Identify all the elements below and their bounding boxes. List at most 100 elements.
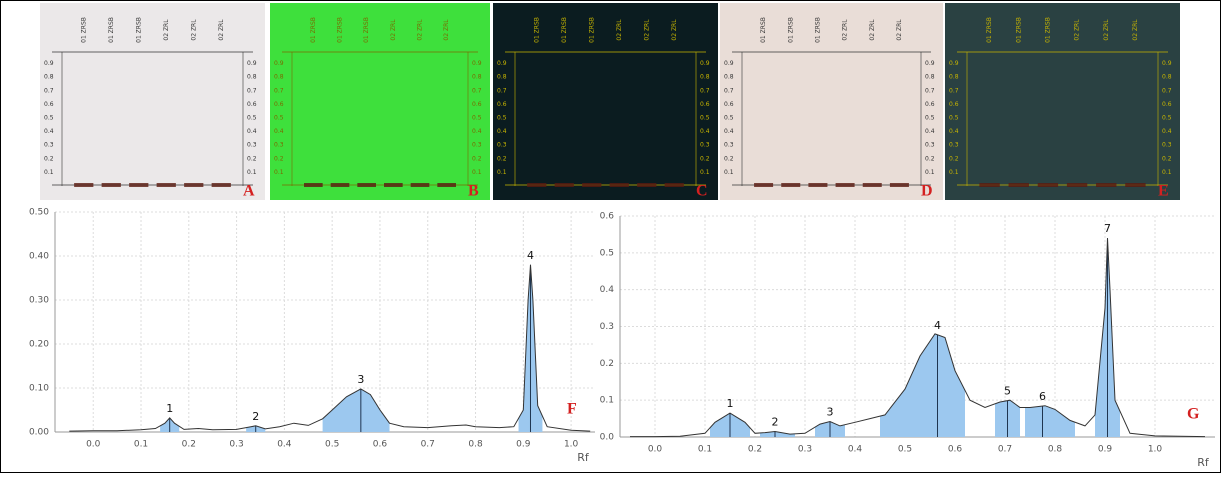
- y-tick-label: 0.4: [600, 285, 615, 295]
- rf-tick-label: 0.8: [44, 74, 54, 81]
- rf-tick-label: 0.4: [700, 128, 710, 135]
- rf-tick-label: 0.6: [274, 101, 284, 108]
- rf-tick-label: 0.3: [472, 142, 482, 149]
- rf-tick-label: 0.5: [44, 115, 54, 122]
- rf-tick-label: 0.7: [472, 87, 482, 94]
- rf-tick-label: 0.6: [949, 101, 959, 108]
- plate: 01 ZRSB 01 ZRSB 01 ZRSB 02 ZRL 02 ZRL 02 ZRL 0…: [493, 3, 718, 200]
- density-line: [630, 238, 1206, 438]
- origin-spot: [410, 183, 430, 187]
- lane-label: 02 ZRL: [842, 19, 849, 41]
- y-tick-label: 0.0: [600, 433, 615, 443]
- origin-spot: [1125, 183, 1146, 187]
- origin-spot: [582, 183, 602, 187]
- lane-label: 01 ZRSB: [561, 17, 568, 43]
- peak-area: [880, 333, 965, 437]
- x-tick-label: 0.5: [898, 445, 912, 455]
- plate-background: [720, 3, 943, 200]
- x-tick-label: 0.1: [134, 440, 148, 450]
- origin-spot: [979, 183, 1000, 187]
- plate-background: [945, 3, 1180, 200]
- origin-spot: [384, 183, 403, 187]
- lane-label: 01 ZRSB: [310, 17, 317, 43]
- x-tick-label: 0.7: [421, 440, 435, 450]
- panel-letter: E: [1158, 183, 1169, 200]
- rf-tick-label: 0.3: [724, 142, 734, 149]
- rf-tick-label: 0.2: [724, 155, 734, 162]
- origin-spot: [1008, 183, 1029, 187]
- peak-area: [1025, 405, 1075, 437]
- lane-label: 02 ZRL: [190, 19, 197, 41]
- plate: 01 ZRSB 01 ZRSB 01 ZRSB 02 ZRL 02 ZRL 02 ZRL 0…: [270, 3, 490, 200]
- rf-tick-label: 0.9: [44, 60, 54, 67]
- origin-spot: [437, 183, 456, 187]
- x-tick-label: 0.8: [1048, 445, 1063, 455]
- lane-label: 02 ZRL: [390, 19, 397, 41]
- rf-tick-label: 0.1: [274, 169, 284, 176]
- lane-label: 01 ZRSB: [80, 17, 87, 43]
- origin-spot: [862, 183, 882, 187]
- origin-spot: [1037, 183, 1059, 187]
- rf-tick-label: 0.8: [925, 74, 935, 81]
- origin-spot: [1066, 183, 1088, 187]
- plate-background: [493, 3, 718, 200]
- rf-tick-label: 0.3: [497, 142, 507, 149]
- rf-tick-label: 0.5: [724, 115, 734, 122]
- lane-label: 01 ZRSB: [588, 17, 595, 43]
- x-tick-label: 0.4: [277, 440, 292, 450]
- plate-background: [270, 3, 490, 200]
- panel-letter: G: [1187, 406, 1200, 423]
- rf-tick-label: 0.4: [247, 128, 257, 135]
- rf-tick-label: 0.9: [497, 60, 507, 67]
- rf-tick-label: 0.3: [1162, 142, 1172, 149]
- origin-spot: [184, 183, 204, 187]
- rf-tick-label: 0.3: [700, 142, 710, 149]
- lane-label: 01 ZRSB: [533, 17, 540, 43]
- plate-background: [40, 3, 265, 200]
- rf-tick-label: 0.7: [44, 87, 54, 94]
- y-tick-label: 0.40: [29, 252, 49, 262]
- rf-tick-label: 0.2: [700, 155, 710, 162]
- x-tick-label: 1.0: [564, 440, 579, 450]
- rf-tick-label: 0.9: [1162, 60, 1172, 67]
- rf-tick-label: 0.6: [247, 101, 257, 108]
- rf-tick-label: 0.4: [472, 128, 482, 135]
- rf-tick-label: 0.7: [724, 87, 734, 94]
- rf-tick-label: 0.8: [247, 74, 257, 81]
- rf-tick-label: 0.3: [247, 142, 257, 149]
- rf-tick-label: 0.4: [44, 128, 54, 135]
- lane-label: 01 ZRSB: [337, 17, 344, 43]
- rf-tick-label: 0.5: [925, 115, 935, 122]
- peak-label: 2: [772, 415, 779, 428]
- lane-label: 01 ZRSB: [363, 17, 370, 43]
- x-tick-label: 0.2: [182, 440, 196, 450]
- rf-tick-label: 0.2: [949, 155, 959, 162]
- x-tick-label: 0.0: [648, 445, 663, 455]
- origin-spot: [357, 183, 376, 187]
- density-line: [69, 264, 591, 432]
- lane-label: 02 ZRL: [1132, 19, 1139, 41]
- x-tick-label: 0.2: [748, 445, 762, 455]
- y-tick-label: 0.5: [600, 248, 614, 258]
- peak-area: [760, 431, 795, 437]
- rf-tick-label: 0.8: [724, 74, 734, 81]
- rf-tick-label: 0.5: [247, 115, 257, 122]
- rf-tick-label: 0.4: [497, 128, 507, 135]
- rf-tick-label: 0.6: [497, 101, 507, 108]
- y-tick-label: 0.20: [29, 340, 49, 350]
- origin-spot: [835, 183, 855, 187]
- panel-letter: D: [921, 183, 933, 200]
- x-tick-label: 0.3: [798, 445, 812, 455]
- x-tick-label: 0.3: [229, 440, 243, 450]
- panel-letter: B: [468, 183, 479, 200]
- rf-tick-label: 0.5: [949, 115, 959, 122]
- rf-tick-label: 0.4: [1162, 128, 1172, 135]
- peak-label: 4: [527, 249, 534, 262]
- lane-label: 02 ZRL: [896, 19, 903, 41]
- rf-tick-label: 0.1: [44, 169, 54, 176]
- rf-tick-label: 0.8: [274, 74, 284, 81]
- lane-label: 02 ZRL: [643, 19, 650, 41]
- lane-label: 02 ZRL: [163, 19, 170, 41]
- rf-tick-label: 0.5: [700, 115, 710, 122]
- rf-tick-label: 0.4: [724, 128, 734, 135]
